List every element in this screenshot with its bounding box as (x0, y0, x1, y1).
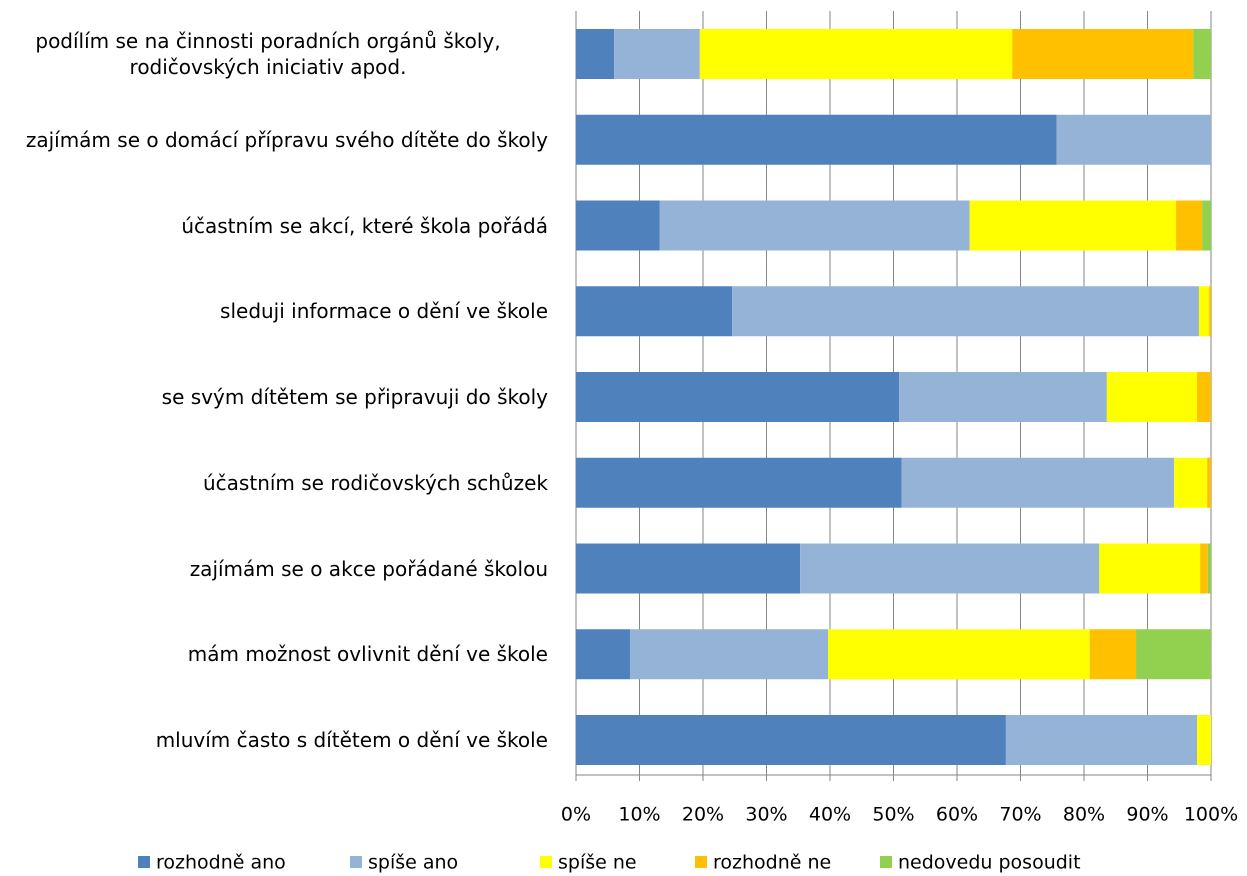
bar-segment (732, 286, 1199, 337)
x-tick-label: 10% (618, 804, 660, 826)
y-tick-label-box: zajímám se o domácí přípravu svého dítět… (0, 127, 548, 153)
bar-segment (901, 457, 1175, 508)
bar-segment (1089, 629, 1137, 680)
y-tick-label: účastním se akcí, které škola pořádá (181, 213, 548, 238)
legend-swatch (880, 856, 892, 868)
x-tick-label: 40% (809, 804, 851, 826)
bar-segment (1099, 543, 1201, 594)
legend-label: nedovedu posoudit (898, 852, 1081, 874)
y-tick-label: mám možnost ovlivnit dění ve škole (187, 642, 548, 667)
x-tick-label: 80% (1063, 804, 1105, 826)
bar-segment (969, 200, 1177, 251)
x-tick-label: 30% (745, 804, 787, 826)
legend-label: rozhodně ne (713, 852, 831, 874)
bar-segment (629, 629, 829, 680)
bar-segment (899, 372, 1107, 422)
bar-segment (1106, 372, 1198, 422)
bar-segment (1176, 200, 1203, 251)
legend-swatch (350, 856, 362, 868)
x-tick-label: 90% (1126, 804, 1168, 826)
bar-segment (828, 629, 1090, 680)
bar-segment (576, 286, 733, 337)
y-tick-label: podílím se na činnosti poradních orgánů … (35, 29, 501, 79)
bar-segment (614, 29, 700, 79)
legend-label: spíše ne (558, 852, 637, 874)
y-tick-label-box: se svým dítětem se připravuji do školy (0, 384, 548, 410)
bar-segment (1193, 29, 1211, 79)
bar-segment (800, 543, 1100, 594)
bar-segment (576, 29, 615, 79)
bar-segment (1209, 286, 1211, 337)
bar-segment (699, 29, 1013, 79)
y-tick-label: mluvím často s dítětem o dění ve škole (155, 728, 548, 752)
bar-segment (1197, 372, 1211, 422)
y-tick-label: zajímám se o domácí přípravu svého dítět… (25, 127, 548, 152)
legend-label: rozhodně ano (156, 852, 286, 874)
bar-segment (1005, 715, 1198, 765)
bar-segment (1198, 286, 1210, 337)
y-tick-label-box: mluvím často s dítětem o dění ve škole (0, 727, 548, 753)
y-tick-label: se svým dítětem se připravuji do školy (161, 385, 548, 409)
x-tick-label: 70% (999, 804, 1041, 826)
y-tick-label-box: účastním se rodičovských schůzek (0, 470, 548, 496)
y-tick-label-box: sleduji informace o dění ve škole (0, 298, 548, 324)
bar-segment (576, 200, 660, 251)
bar-segment (576, 715, 1006, 765)
bar-segment (1200, 543, 1208, 594)
legend-swatch (138, 856, 150, 868)
y-tick-label-box: účastním se akcí, které škola pořádá (0, 213, 548, 239)
bar-segment (576, 114, 1057, 165)
x-tick-label: 60% (936, 804, 978, 826)
bar-segment (1136, 629, 1211, 680)
bar-segment (1197, 715, 1211, 765)
y-tick-label: účastním se rodičovských schůzek (203, 470, 548, 495)
y-tick-label-box: zajímám se o akce pořádané školou (0, 556, 548, 582)
bar-segment (1174, 457, 1208, 508)
bar-segment (576, 372, 900, 422)
bar-segment (1207, 457, 1211, 508)
legend-swatch (695, 856, 707, 868)
y-tick-label: zajímám se o akce pořádané školou (189, 556, 548, 581)
x-tick-label: 20% (682, 804, 724, 826)
x-tick-label: 50% (872, 804, 914, 826)
legend-label: spíše ano (368, 852, 458, 874)
y-tick-label-box: mám možnost ovlivnit dění ve škole (0, 641, 548, 667)
y-tick-label: sleduji informace o dění ve škole (220, 299, 548, 324)
bar-segment (576, 543, 801, 594)
x-tick-label: 0% (561, 804, 591, 826)
bar-segment (576, 457, 902, 508)
bar-segment (1207, 543, 1211, 594)
bar-segment (576, 629, 630, 680)
y-tick-label-box: podílím se na činnosti poradních orgánů … (0, 28, 548, 80)
bar-segment (1056, 114, 1211, 165)
x-tick-label: 100% (1184, 804, 1238, 826)
bar-segment (1012, 29, 1194, 79)
bar-segment (659, 200, 970, 251)
bar-segment (1202, 200, 1211, 251)
legend-swatch (540, 856, 552, 868)
